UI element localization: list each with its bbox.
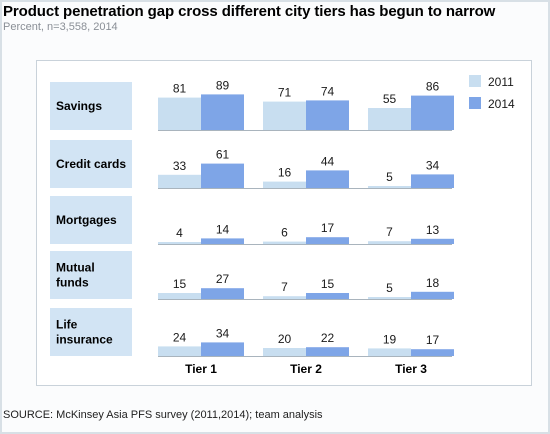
data-label: 17 bbox=[426, 333, 440, 347]
data-label: 24 bbox=[173, 330, 187, 344]
tier-label: Tier 1 bbox=[185, 362, 217, 376]
bar-2011 bbox=[158, 293, 201, 299]
bar-2014 bbox=[201, 342, 244, 356]
data-label: 15 bbox=[321, 277, 335, 291]
chart-title: Product penetration gap cross different … bbox=[3, 3, 496, 20]
bar-2011 bbox=[263, 296, 306, 299]
tier-label: Tier 2 bbox=[290, 362, 322, 376]
legend-swatch-2011 bbox=[469, 75, 481, 87]
data-label: 34 bbox=[426, 158, 440, 172]
bar-2011 bbox=[158, 346, 201, 356]
bar-2014 bbox=[411, 238, 454, 244]
bar-2011 bbox=[368, 297, 411, 299]
data-label: 20 bbox=[278, 332, 292, 346]
data-label: 13 bbox=[426, 223, 440, 237]
bar-2014 bbox=[411, 291, 454, 299]
data-label: 74 bbox=[321, 84, 335, 98]
data-label: 55 bbox=[383, 92, 397, 106]
bar-2011 bbox=[263, 241, 306, 244]
bar-2011 bbox=[368, 241, 411, 244]
data-label: 15 bbox=[173, 277, 187, 291]
bar-2011 bbox=[158, 97, 201, 130]
data-label: 61 bbox=[216, 148, 230, 162]
bar-2014 bbox=[411, 174, 454, 188]
data-label: 44 bbox=[321, 154, 335, 168]
data-label: 22 bbox=[321, 331, 335, 345]
data-label: 81 bbox=[173, 82, 187, 96]
bar-2014 bbox=[201, 94, 244, 130]
bar-2014 bbox=[201, 163, 244, 188]
bar-2014 bbox=[306, 293, 349, 299]
bar-2014 bbox=[306, 237, 349, 244]
bar-2011 bbox=[263, 101, 306, 130]
category-label: insurance bbox=[56, 333, 113, 347]
data-label: 7 bbox=[386, 225, 393, 239]
bar-2011 bbox=[368, 348, 411, 356]
bar-2014 bbox=[306, 170, 349, 188]
bar-2014 bbox=[201, 238, 244, 244]
data-label: 27 bbox=[216, 272, 230, 286]
legend-label: 2014 bbox=[488, 97, 515, 111]
bar-2014 bbox=[306, 100, 349, 130]
category-label-box bbox=[50, 251, 132, 299]
bar-2014 bbox=[201, 288, 244, 299]
data-label: 33 bbox=[173, 159, 187, 173]
data-label: 5 bbox=[386, 281, 393, 295]
bar-2014 bbox=[411, 95, 454, 130]
data-label: 18 bbox=[426, 276, 440, 290]
data-label: 5 bbox=[386, 170, 393, 184]
category-label: Mortgages bbox=[56, 213, 117, 227]
category-label: funds bbox=[56, 276, 89, 290]
bar-2011 bbox=[158, 242, 201, 244]
category-label-box bbox=[50, 82, 132, 130]
category-label: Credit cards bbox=[56, 157, 126, 171]
category-label-box bbox=[50, 140, 132, 188]
bar-2011 bbox=[158, 174, 201, 188]
category-label: Mutual bbox=[56, 261, 95, 275]
bar-2011 bbox=[368, 186, 411, 188]
data-label: 14 bbox=[216, 222, 230, 236]
data-label: 4 bbox=[176, 226, 183, 240]
category-label-box bbox=[50, 308, 132, 356]
bar-2011 bbox=[368, 108, 411, 130]
bar-2014 bbox=[306, 347, 349, 356]
bar-2011 bbox=[263, 348, 306, 356]
chart-subtitle: Percent, n=3,558, 2014 bbox=[3, 21, 118, 33]
data-label: 89 bbox=[216, 78, 230, 92]
tier-label: Tier 3 bbox=[395, 362, 427, 376]
data-label: 6 bbox=[281, 226, 288, 240]
data-label: 71 bbox=[278, 86, 292, 100]
source-note: SOURCE: McKinsey Asia PFS survey (2011,2… bbox=[3, 409, 323, 421]
bar-2011 bbox=[263, 181, 306, 188]
data-label: 16 bbox=[278, 166, 292, 180]
data-label: 7 bbox=[281, 280, 288, 294]
data-label: 19 bbox=[383, 332, 397, 346]
legend-label: 2011 bbox=[488, 75, 514, 89]
category-label: Life bbox=[56, 318, 78, 332]
category-label-box bbox=[50, 196, 132, 244]
legend-swatch-2014 bbox=[469, 97, 481, 109]
bar-2014 bbox=[411, 349, 454, 356]
data-label: 34 bbox=[216, 326, 230, 340]
data-label: 86 bbox=[426, 80, 440, 94]
data-label: 17 bbox=[321, 221, 335, 235]
category-label: Savings bbox=[56, 99, 102, 113]
